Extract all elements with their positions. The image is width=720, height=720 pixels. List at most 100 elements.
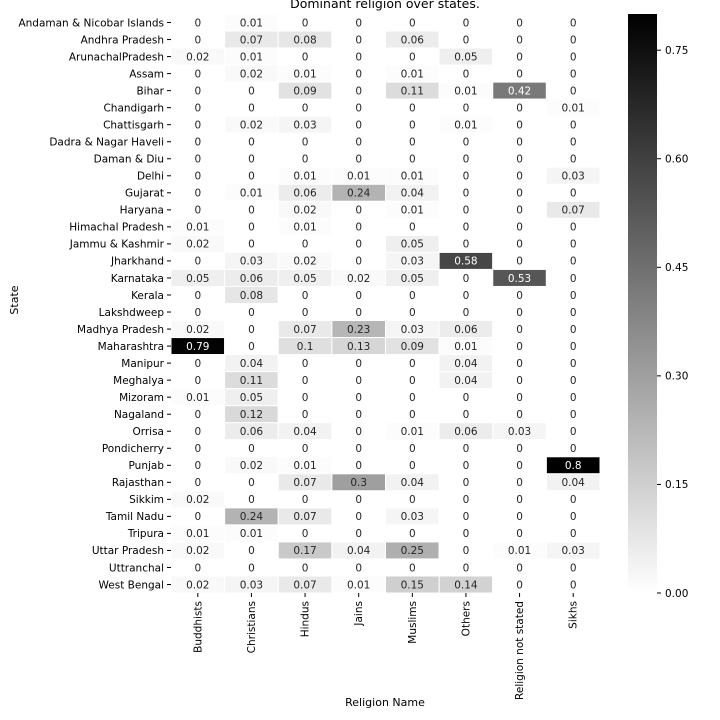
- cell-value-label: 0: [463, 409, 470, 421]
- cell-value-label: 0: [194, 443, 201, 455]
- cell-value-label: 0: [409, 528, 416, 540]
- cell-value-label: 0.01: [240, 17, 263, 29]
- cell-value-label: 0: [463, 171, 470, 183]
- cell-value-label: 0: [248, 562, 255, 574]
- cell-value-label: 0: [355, 256, 362, 268]
- cell-value-label: 0.01: [454, 341, 477, 353]
- cell-value-label: 0.02: [186, 51, 209, 63]
- colorbar-tick-label: 0.75: [665, 45, 688, 57]
- state-label: Mizoram: [119, 392, 164, 404]
- cell-value-label: 0: [570, 188, 577, 200]
- cell-value-label: 0: [409, 375, 416, 387]
- cell-value-label: 0: [463, 188, 470, 200]
- cell-value-label: 0: [516, 222, 523, 234]
- cell-value-label: 0.02: [186, 239, 209, 251]
- cell-value-label: 0: [409, 137, 416, 149]
- cell-value-label: 0: [463, 102, 470, 114]
- cell-value-label: 0.03: [561, 171, 584, 183]
- religion-label: Others: [460, 601, 472, 636]
- colorbar-tick-label: 0.30: [665, 371, 688, 383]
- state-label: Himachal Pradesh: [69, 222, 164, 234]
- cell-value-label: 0.07: [293, 579, 316, 591]
- cell-value-label: 0.04: [401, 188, 425, 200]
- cell-value-label: 0.23: [347, 324, 370, 336]
- cell-value-label: 0: [516, 307, 523, 319]
- cell-value-label: 0: [570, 494, 577, 506]
- state-label: Delhi: [137, 171, 164, 183]
- cell-value-label: 0: [516, 154, 523, 166]
- cell-value-label: 0: [463, 137, 470, 149]
- cell-value-label: 0.04: [347, 545, 371, 557]
- cell-value-label: 0: [463, 307, 470, 319]
- religion-label: Christians: [246, 601, 258, 653]
- cell-value-label: 0.8: [565, 460, 582, 472]
- cell-value-label: 0: [516, 477, 523, 489]
- cell-value-label: 0: [516, 290, 523, 302]
- colorbar-tick-label: 0.45: [665, 262, 688, 274]
- cell-value-label: 0.04: [454, 375, 478, 387]
- cell-value-label: 0: [248, 443, 255, 455]
- cell-value-label: 0.04: [240, 358, 264, 370]
- cell-value-label: 0: [248, 137, 255, 149]
- state-label: Haryana: [120, 205, 164, 217]
- cell-value-label: 0: [302, 154, 309, 166]
- cell-value-label: 0: [570, 290, 577, 302]
- cell-value-label: 0: [463, 511, 470, 523]
- state-label: Daman & Diu: [94, 154, 164, 166]
- state-label: Meghalya: [113, 375, 164, 387]
- cell-value-label: 0: [516, 119, 523, 131]
- cell-value-label: 0: [570, 137, 577, 149]
- state-label: West Bengal: [99, 579, 165, 591]
- cell-value-label: 0: [409, 17, 416, 29]
- cell-value-label: 0: [409, 290, 416, 302]
- religion-label: Buddhists: [192, 601, 204, 653]
- cell-value-label: 0: [194, 256, 201, 268]
- colorbar: [628, 14, 657, 593]
- cell-value-label: 0: [355, 358, 362, 370]
- colorbar-tick-label: 0.00: [665, 588, 688, 600]
- cell-value-label: 0.01: [508, 545, 531, 557]
- cell-value-label: 0.01: [454, 85, 477, 97]
- cell-value-label: 0: [302, 307, 309, 319]
- cell-value-label: 0.06: [454, 324, 478, 336]
- cell-value-label: 0: [516, 102, 523, 114]
- cell-value-label: 0.06: [240, 426, 264, 438]
- cell-value-label: 0: [194, 426, 201, 438]
- state-label: Assam: [129, 68, 164, 80]
- cell-value-label: 0.01: [454, 119, 477, 131]
- cell-value-label: 0: [194, 68, 201, 80]
- cell-value-label: 0: [302, 409, 309, 421]
- cell-value-label: 0: [355, 528, 362, 540]
- cell-value-label: 0: [355, 68, 362, 80]
- cell-value-label: 0: [355, 562, 362, 574]
- cell-value-label: 0: [248, 477, 255, 489]
- cell-value-label: 0: [194, 562, 201, 574]
- cell-value-label: 0: [302, 562, 309, 574]
- cell-value-label: 0: [516, 460, 523, 472]
- cell-value-label: 0: [570, 154, 577, 166]
- cell-value-label: 0: [194, 188, 201, 200]
- cell-value-label: 0: [516, 34, 523, 46]
- colorbar-ticks: 0.00 0.15 0.30 0.45 0.60 0.75: [657, 45, 688, 600]
- cell-value-label: 0.42: [508, 85, 531, 97]
- cell-value-label: 0.06: [240, 273, 264, 285]
- cell-value-label: 0: [248, 171, 255, 183]
- cell-value-label: 0.03: [561, 545, 584, 557]
- cell-value-label: 0: [409, 307, 416, 319]
- cell-value-label: 0: [409, 409, 416, 421]
- cell-value-label: 0.06: [293, 188, 317, 200]
- cell-value-label: 0: [409, 562, 416, 574]
- cell-value-label: 0: [248, 205, 255, 217]
- cell-value-label: 0.06: [454, 426, 478, 438]
- state-label: Pondicherry: [102, 443, 164, 455]
- cell-value-label: 0.53: [508, 273, 531, 285]
- cell-value-label: 0: [248, 307, 255, 319]
- cell-value-label: 0.01: [401, 205, 424, 217]
- cell-value-label: 0: [516, 511, 523, 523]
- religion-label: Sikhs: [568, 601, 580, 629]
- cell-value-label: 0: [248, 154, 255, 166]
- cell-value-label: 0.01: [240, 528, 263, 540]
- cell-value-label: 0.02: [293, 205, 316, 217]
- cell-value-label: 0: [248, 494, 255, 506]
- cell-value-label: 0: [570, 443, 577, 455]
